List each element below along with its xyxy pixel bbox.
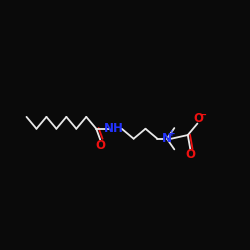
Text: O: O <box>185 148 195 161</box>
Text: O: O <box>194 112 203 125</box>
Text: −: − <box>199 110 207 120</box>
Text: O: O <box>96 139 106 152</box>
Text: NH: NH <box>104 122 124 135</box>
Text: N: N <box>162 132 172 145</box>
Text: +: + <box>168 130 175 138</box>
